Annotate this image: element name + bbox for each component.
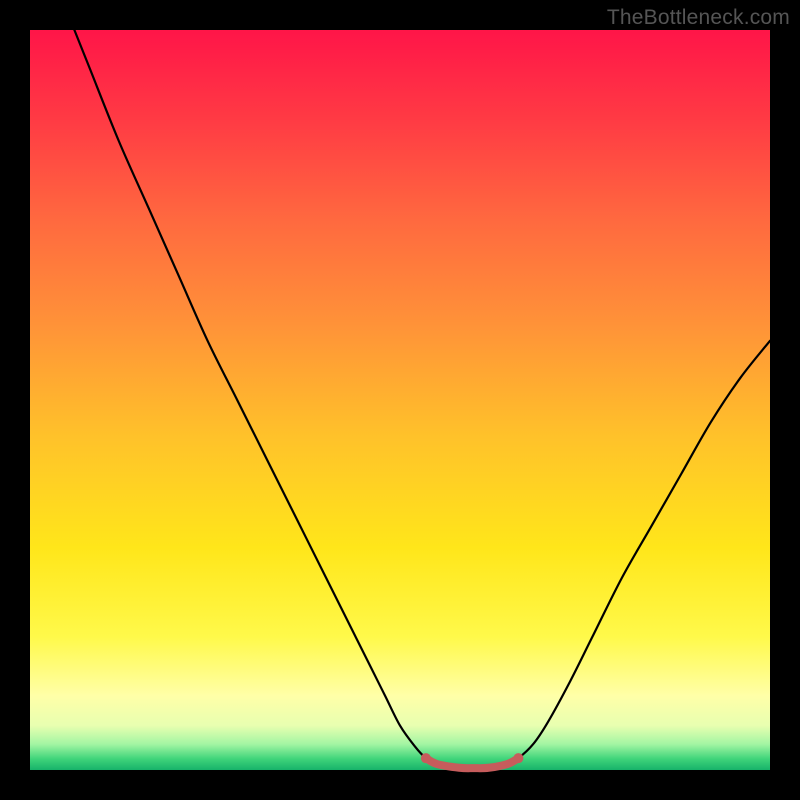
plot-background [30, 30, 770, 770]
optimal-range-start-cap [421, 753, 431, 763]
chart-container: TheBottleneck.com [0, 0, 800, 800]
optimal-range-end-cap [513, 753, 523, 763]
chart-svg [0, 0, 800, 800]
watermark-text: TheBottleneck.com [607, 6, 790, 30]
